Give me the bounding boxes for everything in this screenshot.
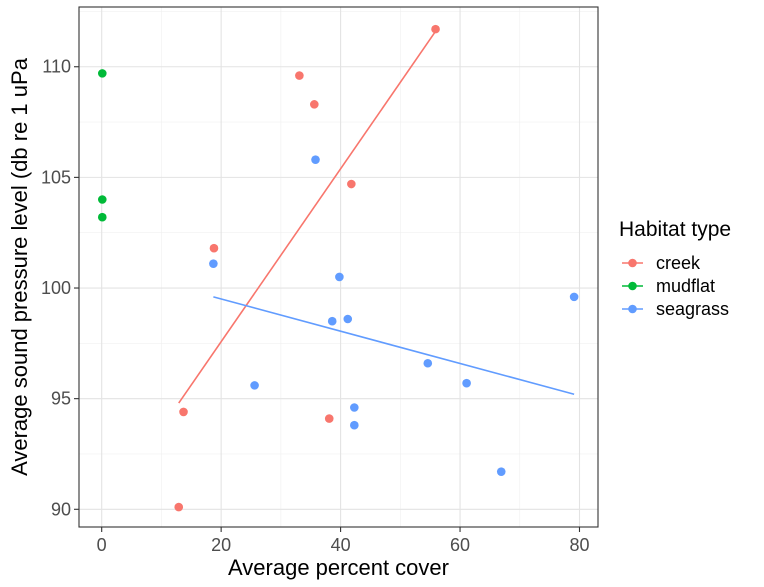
data-point-seagrass bbox=[569, 292, 579, 302]
legend-label-creek: creek bbox=[656, 253, 701, 273]
x-tick-label: 60 bbox=[450, 535, 470, 555]
legend-key-point-mudflat bbox=[628, 281, 637, 291]
y-axis-title: Average sound pressure level (db re 1 uP… bbox=[7, 57, 32, 476]
data-point-seagrass bbox=[423, 358, 433, 368]
plot-panel-border bbox=[78, 6, 599, 528]
data-point-seagrass bbox=[250, 381, 259, 390]
data-point-seagrass bbox=[496, 467, 506, 476]
data-point-seagrass bbox=[335, 272, 344, 282]
legend-key-point-creek bbox=[628, 258, 637, 268]
data-point-seagrass bbox=[209, 259, 218, 268]
legend: Habitat type creek mudflat seagrass bbox=[619, 218, 731, 319]
legend-label-mudflat: mudflat bbox=[656, 276, 715, 296]
trend-line-seagrass bbox=[213, 296, 575, 396]
data-point-seagrass bbox=[327, 316, 337, 326]
x-axis-title: Average percent cover bbox=[228, 555, 449, 580]
y-axis-ticks: 90 95 100 105 110 bbox=[41, 57, 79, 519]
data-points bbox=[97, 24, 579, 512]
data-point-creek bbox=[347, 179, 356, 189]
data-point-seagrass bbox=[350, 403, 359, 412]
trend-line-creek bbox=[178, 30, 437, 404]
data-point-creek bbox=[209, 243, 219, 253]
x-tick-label: 80 bbox=[569, 535, 589, 555]
y-tick-label: 110 bbox=[42, 57, 71, 77]
data-point-seagrass bbox=[343, 314, 353, 324]
data-point-mudflat bbox=[97, 195, 107, 204]
data-point-seagrass bbox=[350, 420, 359, 430]
legend-key-point-seagrass bbox=[628, 304, 637, 314]
y-tick-label: 95 bbox=[51, 389, 71, 409]
data-point-creek bbox=[179, 407, 188, 417]
minor-gridlines bbox=[79, 7, 598, 527]
data-point-creek bbox=[310, 100, 319, 109]
data-point-creek bbox=[174, 502, 184, 512]
legend-label-seagrass: seagrass bbox=[656, 299, 729, 319]
trend-lines bbox=[178, 30, 575, 404]
x-tick-label: 20 bbox=[211, 535, 231, 555]
data-point-mudflat bbox=[97, 212, 107, 222]
x-tick-label: 0 bbox=[97, 535, 107, 555]
x-axis-ticks: 0 20 40 60 80 bbox=[97, 527, 590, 555]
data-point-creek bbox=[295, 71, 304, 80]
major-gridlines bbox=[79, 7, 598, 527]
legend-title: Habitat type bbox=[619, 218, 731, 241]
data-point-mudflat bbox=[97, 69, 107, 78]
data-point-creek bbox=[324, 414, 334, 423]
x-tick-label: 40 bbox=[331, 535, 351, 555]
data-point-seagrass bbox=[311, 155, 320, 164]
y-tick-label: 90 bbox=[51, 499, 71, 519]
data-point-creek bbox=[431, 24, 440, 34]
y-tick-label: 100 bbox=[41, 278, 71, 298]
data-point-seagrass bbox=[462, 378, 471, 388]
y-tick-label: 105 bbox=[41, 167, 71, 187]
